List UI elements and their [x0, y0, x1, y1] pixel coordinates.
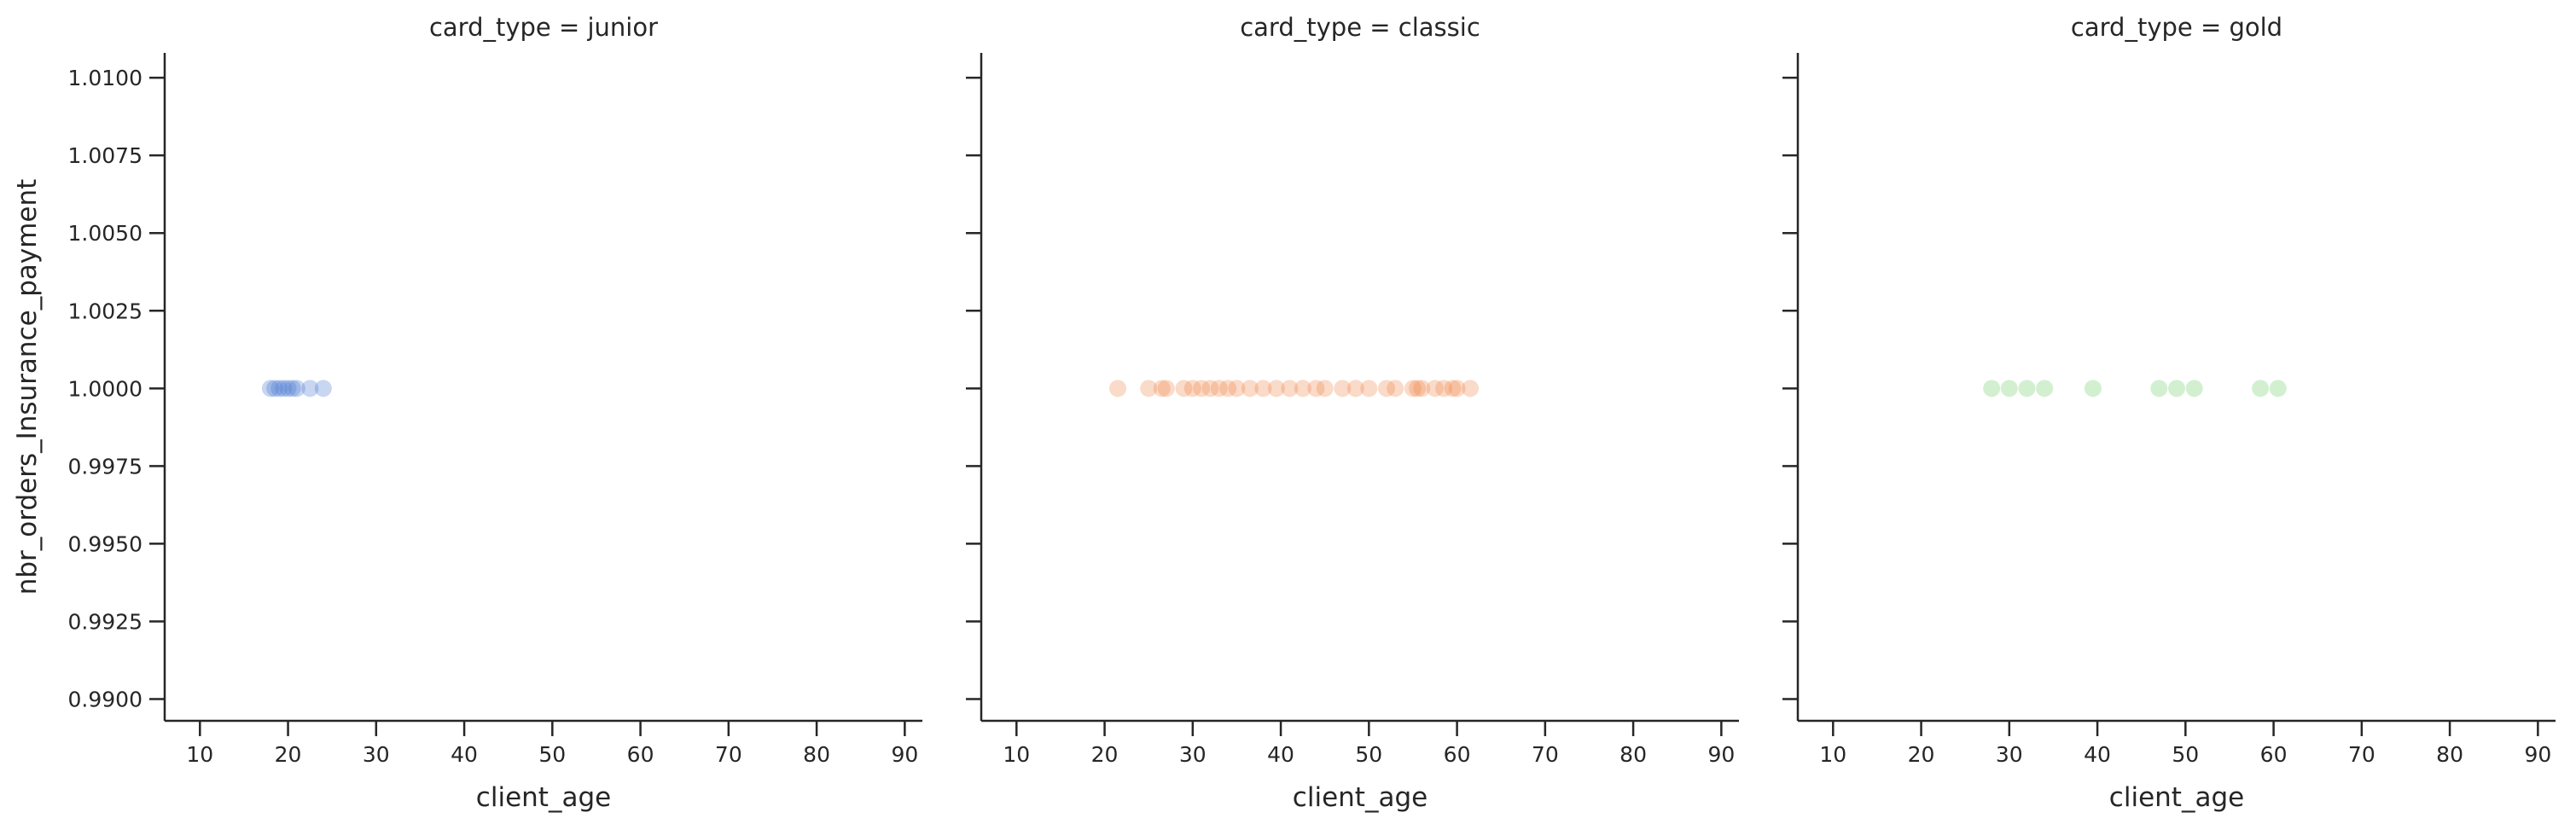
x-tick-label: 80 [1619, 742, 1647, 767]
x-tick-label: 30 [363, 742, 390, 767]
y-tick-label: 0.9900 [68, 688, 142, 712]
data-point [1334, 380, 1352, 398]
data-point [1377, 380, 1395, 398]
data-point [1413, 380, 1431, 398]
data-point [314, 380, 332, 398]
data-point [279, 380, 297, 398]
x-tick-label: 10 [186, 742, 213, 767]
data-point [1183, 380, 1201, 398]
x-tick-label: 80 [803, 742, 830, 767]
x-axis-label: client_age [1293, 782, 1428, 813]
x-tick-label: 70 [715, 742, 742, 767]
data-point [1241, 380, 1259, 398]
data-point [1346, 380, 1364, 398]
data-point [2185, 380, 2203, 398]
data-point [1444, 380, 1462, 398]
y-tick-label: 0.9925 [68, 609, 142, 634]
data-point [2036, 380, 2054, 398]
data-point [1387, 380, 1404, 398]
x-axis-label: client_age [476, 782, 611, 813]
facet-panel-1: card_type = classic 10 20 30 40 50 60 70 80 90 cli… [966, 13, 1739, 813]
x-tick-label: 20 [1908, 742, 1935, 767]
y-tick-label: 1.0050 [68, 221, 142, 246]
x-tick-label: 50 [1355, 742, 1382, 767]
x-tick-label: 70 [1532, 742, 1559, 767]
data-point [2168, 380, 2185, 398]
data-point [2252, 380, 2270, 398]
data-point [2269, 380, 2287, 398]
data-point [1254, 380, 1272, 398]
data-point [1404, 380, 1422, 398]
x-tick-label: 20 [1091, 742, 1119, 767]
data-point [1228, 380, 1246, 398]
x-tick-label: 80 [2436, 742, 2463, 767]
data-point [261, 380, 279, 398]
data-point [1175, 380, 1193, 398]
data-point [1193, 380, 1211, 398]
x-tick-label: 60 [627, 742, 654, 767]
data-point [1409, 380, 1427, 398]
data-point [1201, 380, 1219, 398]
facet-panel-0: card_type = junior 0.9900 0.9925 0.9950 0.99… [68, 13, 922, 813]
data-point [2084, 380, 2102, 398]
y-tick-label: 0.9950 [68, 531, 142, 556]
data-point [266, 380, 284, 398]
data-point [1462, 380, 1480, 398]
x-tick-label: 40 [2084, 742, 2111, 767]
facet-panel-2: card_type = gold 10 20 30 40 50 60 70 80 90 client… [1782, 13, 2556, 813]
data-point [1360, 380, 1378, 398]
x-tick-label: 90 [891, 742, 918, 767]
y-tick-label: 1.0100 [68, 66, 142, 90]
x-axis-label: client_age [2109, 782, 2244, 813]
x-tick-label: 50 [538, 742, 566, 767]
data-point [1219, 380, 1237, 398]
x-tick-label: 20 [275, 742, 302, 767]
y-tick-label: 1.0075 [68, 143, 142, 168]
data-point [1281, 380, 1299, 398]
data-point [1153, 380, 1171, 398]
data-point [1983, 380, 2001, 398]
facet-title: card_type = classic [1240, 13, 1480, 42]
x-tick-label: 30 [1179, 742, 1207, 767]
facet-title: card_type = junior [429, 13, 658, 42]
data-point [301, 380, 319, 398]
x-tick-label: 60 [1444, 742, 1471, 767]
data-point [1109, 380, 1127, 398]
data-point [1316, 380, 1334, 398]
data-point [1140, 380, 1158, 398]
x-tick-label: 10 [1819, 742, 1846, 767]
x-tick-label: 70 [2348, 742, 2375, 767]
y-tick-label: 1.0000 [68, 376, 142, 401]
data-point [1435, 380, 1453, 398]
data-point [275, 380, 293, 398]
x-tick-label: 30 [1996, 742, 2023, 767]
data-point [270, 380, 288, 398]
x-tick-label: 40 [451, 742, 478, 767]
data-point [1307, 380, 1325, 398]
data-point [1210, 380, 1228, 398]
x-tick-label: 90 [2524, 742, 2551, 767]
data-point [283, 380, 301, 398]
data-point [1294, 380, 1311, 398]
x-tick-label: 60 [2260, 742, 2288, 767]
data-point [2150, 380, 2168, 398]
x-tick-label: 40 [1267, 742, 1294, 767]
data-point [1426, 380, 1444, 398]
y-tick-label: 0.9975 [68, 454, 142, 479]
data-point [288, 380, 305, 398]
x-tick-label: 90 [1707, 742, 1735, 767]
data-point [2018, 380, 2036, 398]
facet-title: card_type = gold [2071, 13, 2282, 42]
y-tick-label: 1.0025 [68, 299, 142, 323]
data-point [1267, 380, 1285, 398]
x-tick-label: 50 [2172, 742, 2199, 767]
data-point [1157, 380, 1175, 398]
x-tick-label: 10 [1003, 742, 1030, 767]
data-point [1448, 380, 1466, 398]
y-axis-label: nbr_orders_Insurance_payment [12, 179, 43, 595]
data-point [2000, 380, 2018, 398]
